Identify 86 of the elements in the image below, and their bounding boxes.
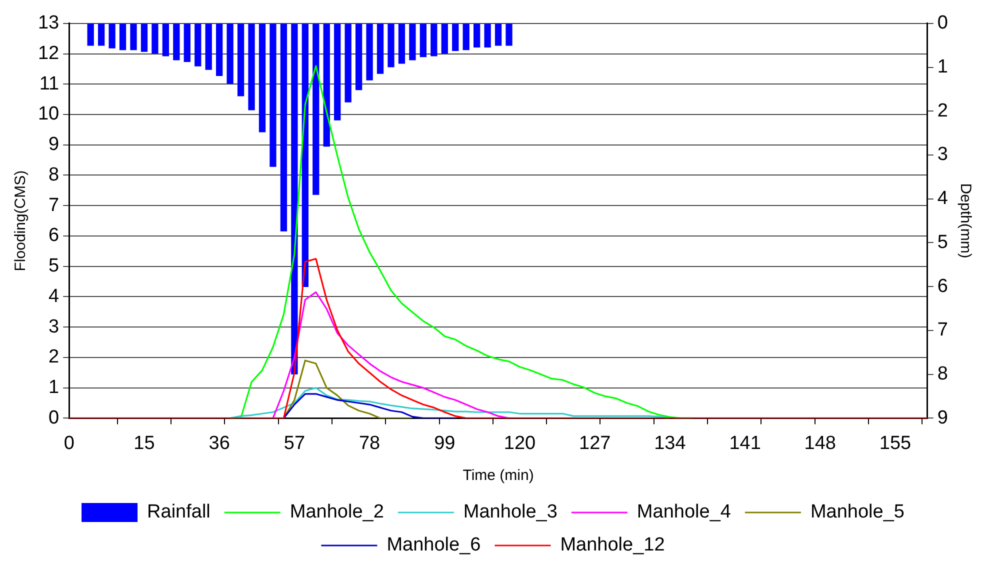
bar — [152, 24, 158, 54]
y-tick-label: 4 — [48, 286, 60, 307]
bar — [270, 24, 276, 167]
legend-label: Manhole_3 — [463, 502, 558, 523]
bar — [494, 24, 502, 46]
bar — [173, 24, 180, 60]
bar — [441, 24, 448, 54]
bar — [388, 24, 394, 68]
bar — [376, 24, 384, 74]
x-axis-title: Time (min) — [462, 467, 534, 484]
y-tick-label: 10 — [38, 104, 60, 125]
y2-tick-label: 1 — [937, 56, 948, 78]
bar — [474, 24, 480, 48]
legend-label: Rainfall — [147, 502, 210, 523]
x-tick-label: 148 — [804, 432, 836, 454]
y-tick-label: 9 — [48, 134, 60, 156]
bar — [302, 24, 308, 288]
bar — [409, 24, 416, 60]
bar — [484, 24, 491, 48]
bar — [108, 24, 116, 48]
bar — [216, 24, 223, 76]
bar — [334, 24, 341, 120]
y2-tick-label: 0 — [937, 12, 948, 34]
bar — [258, 24, 266, 132]
bar — [87, 24, 94, 46]
y-tick-label: 13 — [38, 12, 60, 34]
y-tick-label: 6 — [48, 225, 60, 246]
bar — [452, 24, 459, 52]
y-tick-label: 11 — [39, 73, 60, 94]
x-tick-label: 57 — [284, 432, 306, 454]
y-axis-title: Flooding(CMS) — [12, 170, 30, 272]
x-tick-label: 120 — [504, 432, 536, 454]
legend-label: Manhole_12 — [560, 534, 665, 556]
bar — [366, 24, 373, 80]
bar — [248, 24, 255, 110]
y2-axis-title: Depth(mm) — [956, 183, 974, 258]
y-tick-label: 7 — [48, 194, 60, 216]
bar — [205, 24, 212, 70]
bar — [355, 24, 362, 90]
x-tick-label: 99 — [434, 432, 456, 454]
y-tick-label: 2 — [48, 346, 60, 368]
x-tick-label: 141 — [729, 432, 761, 454]
x-tick-label: 36 — [208, 432, 230, 454]
y-tick-label: 0 — [48, 407, 60, 428]
legend-label: Manhole_2 — [290, 502, 384, 523]
bar — [119, 24, 126, 50]
bar — [323, 24, 330, 147]
bar — [162, 24, 170, 56]
bar — [398, 24, 406, 64]
y-tick-label: 1 — [48, 377, 60, 398]
x-tick-label: 78 — [358, 432, 380, 454]
y-tick-label: 5 — [48, 256, 60, 277]
bar — [420, 24, 427, 58]
y2-tick-label: 8 — [937, 364, 948, 385]
y-tick-label: 12 — [38, 43, 60, 64]
x-tick-label: 0 — [64, 432, 74, 454]
y2-tick-label: 9 — [937, 407, 948, 428]
y2-tick-label: 6 — [937, 276, 948, 297]
y2-tick-label: 2 — [937, 100, 948, 122]
bar — [130, 24, 137, 50]
legend-label: Manhole_5 — [810, 502, 904, 523]
x-tick-label: 134 — [654, 432, 686, 454]
legend-label: Manhole_6 — [386, 534, 481, 556]
bar — [291, 24, 298, 374]
bar — [184, 24, 190, 62]
x-tick-label: 155 — [879, 432, 912, 454]
bar — [344, 24, 352, 102]
y2-tick-label: 5 — [937, 232, 948, 253]
bar — [280, 24, 288, 232]
y2-tick-label: 3 — [937, 144, 948, 166]
bar — [194, 24, 202, 66]
x-tick-label: 127 — [578, 432, 611, 454]
bar — [312, 24, 320, 195]
bar — [430, 24, 438, 56]
bar — [226, 24, 234, 84]
y-tick-label: 3 — [48, 316, 60, 338]
bar — [506, 24, 512, 46]
bar — [462, 24, 470, 50]
bar — [140, 24, 148, 52]
y2-tick-label: 4 — [937, 188, 948, 210]
x-tick-label: 15 — [134, 432, 155, 454]
legend-label: Manhole_4 — [636, 502, 732, 523]
bar — [98, 24, 105, 46]
y-tick-label: 8 — [48, 164, 60, 186]
bar — [237, 24, 244, 96]
y2-tick-label: 7 — [937, 320, 948, 341]
